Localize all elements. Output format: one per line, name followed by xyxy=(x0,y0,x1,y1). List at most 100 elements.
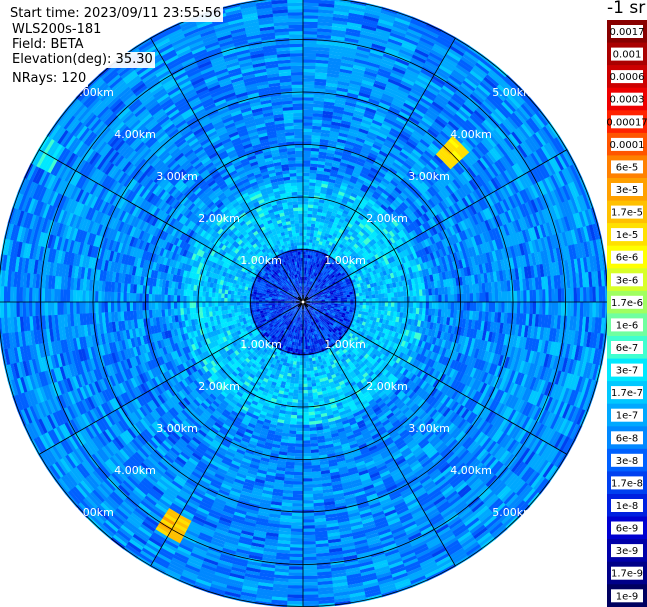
data-cell xyxy=(353,61,367,68)
data-cell xyxy=(545,289,549,303)
data-cell xyxy=(381,162,391,170)
data-cell xyxy=(337,246,342,252)
data-cell xyxy=(375,298,379,303)
data-cell xyxy=(368,128,379,136)
data-cell xyxy=(361,184,370,191)
data-cell xyxy=(311,217,317,222)
data-cell xyxy=(414,127,426,137)
data-cell xyxy=(472,302,477,312)
data-cell xyxy=(381,177,391,185)
data-cell xyxy=(306,286,308,290)
data-cell xyxy=(337,221,344,227)
data-cell xyxy=(494,302,499,313)
data-cell xyxy=(425,86,439,97)
data-cell xyxy=(331,166,340,172)
data-cell xyxy=(303,286,305,290)
data-cell xyxy=(413,82,427,93)
data-cell xyxy=(409,302,414,308)
data-cell xyxy=(564,288,568,303)
data-cell xyxy=(315,65,328,71)
data-cell xyxy=(346,24,362,31)
data-cell xyxy=(387,292,392,298)
data-cell xyxy=(303,12,319,16)
data-cell xyxy=(345,140,355,147)
data-cell xyxy=(312,239,317,244)
data-cell xyxy=(384,306,389,311)
data-cell xyxy=(359,88,372,96)
data-cell xyxy=(529,290,534,303)
data-cell xyxy=(354,55,369,62)
data-cell xyxy=(362,143,373,150)
data-cell xyxy=(365,175,375,182)
data-cell xyxy=(359,302,363,306)
data-cell xyxy=(303,128,313,133)
data-cell xyxy=(318,227,323,232)
data-cell xyxy=(333,186,341,192)
data-cell xyxy=(303,201,309,205)
data-cell xyxy=(335,96,347,102)
data-cell xyxy=(406,65,421,75)
data-cell xyxy=(303,100,314,104)
data-cell xyxy=(355,52,370,59)
data-cell xyxy=(406,296,411,303)
data-cell xyxy=(529,302,534,315)
data-cell xyxy=(304,286,306,290)
data-cell xyxy=(314,273,318,277)
data-cell xyxy=(364,70,378,78)
data-cell xyxy=(303,112,314,117)
data-cell xyxy=(323,168,332,173)
data-cell xyxy=(403,37,419,46)
data-cell xyxy=(328,136,338,142)
data-cell xyxy=(337,135,348,141)
data-cell xyxy=(309,288,313,292)
data-cell xyxy=(303,213,308,218)
data-cell xyxy=(410,113,422,123)
data-cell xyxy=(427,83,441,94)
data-cell xyxy=(303,56,317,60)
data-cell xyxy=(337,171,345,177)
data-cell xyxy=(304,283,306,287)
data-cell xyxy=(409,135,420,145)
data-cell xyxy=(303,295,305,299)
data-cell xyxy=(309,268,312,272)
data-cell xyxy=(417,74,431,84)
data-cell xyxy=(304,289,305,293)
data-cell xyxy=(318,154,327,159)
data-cell xyxy=(403,307,407,313)
data-cell xyxy=(323,104,335,110)
data-cell xyxy=(418,40,434,50)
data-cell xyxy=(316,34,332,39)
data-cell xyxy=(402,40,418,49)
data-cell xyxy=(320,269,324,273)
data-cell xyxy=(409,22,426,32)
data-cell xyxy=(338,191,345,197)
data-cell xyxy=(384,297,389,303)
data-cell xyxy=(387,297,392,303)
data-cell xyxy=(341,198,348,205)
data-cell xyxy=(388,167,398,175)
data-cell xyxy=(325,216,331,222)
data-cell xyxy=(317,267,321,272)
data-cell xyxy=(366,201,374,208)
data-cell xyxy=(375,305,379,310)
data-cell xyxy=(316,263,320,268)
data-cell xyxy=(384,87,397,95)
data-cell xyxy=(342,152,351,159)
data-cell xyxy=(347,89,360,96)
data-cell xyxy=(435,70,450,81)
data-cell xyxy=(366,61,381,69)
data-cell xyxy=(341,179,350,185)
data-cell xyxy=(394,60,409,69)
data-cell xyxy=(308,194,315,199)
data-cell xyxy=(554,302,559,316)
data-cell xyxy=(344,206,351,213)
data-cell xyxy=(548,289,552,303)
data-cell xyxy=(390,103,402,112)
data-cell xyxy=(355,181,364,187)
data-cell xyxy=(363,15,380,23)
data-cell xyxy=(377,153,387,161)
data-cell xyxy=(361,119,373,126)
data-cell xyxy=(316,214,322,219)
data-cell xyxy=(357,214,365,221)
data-cell xyxy=(380,9,397,18)
